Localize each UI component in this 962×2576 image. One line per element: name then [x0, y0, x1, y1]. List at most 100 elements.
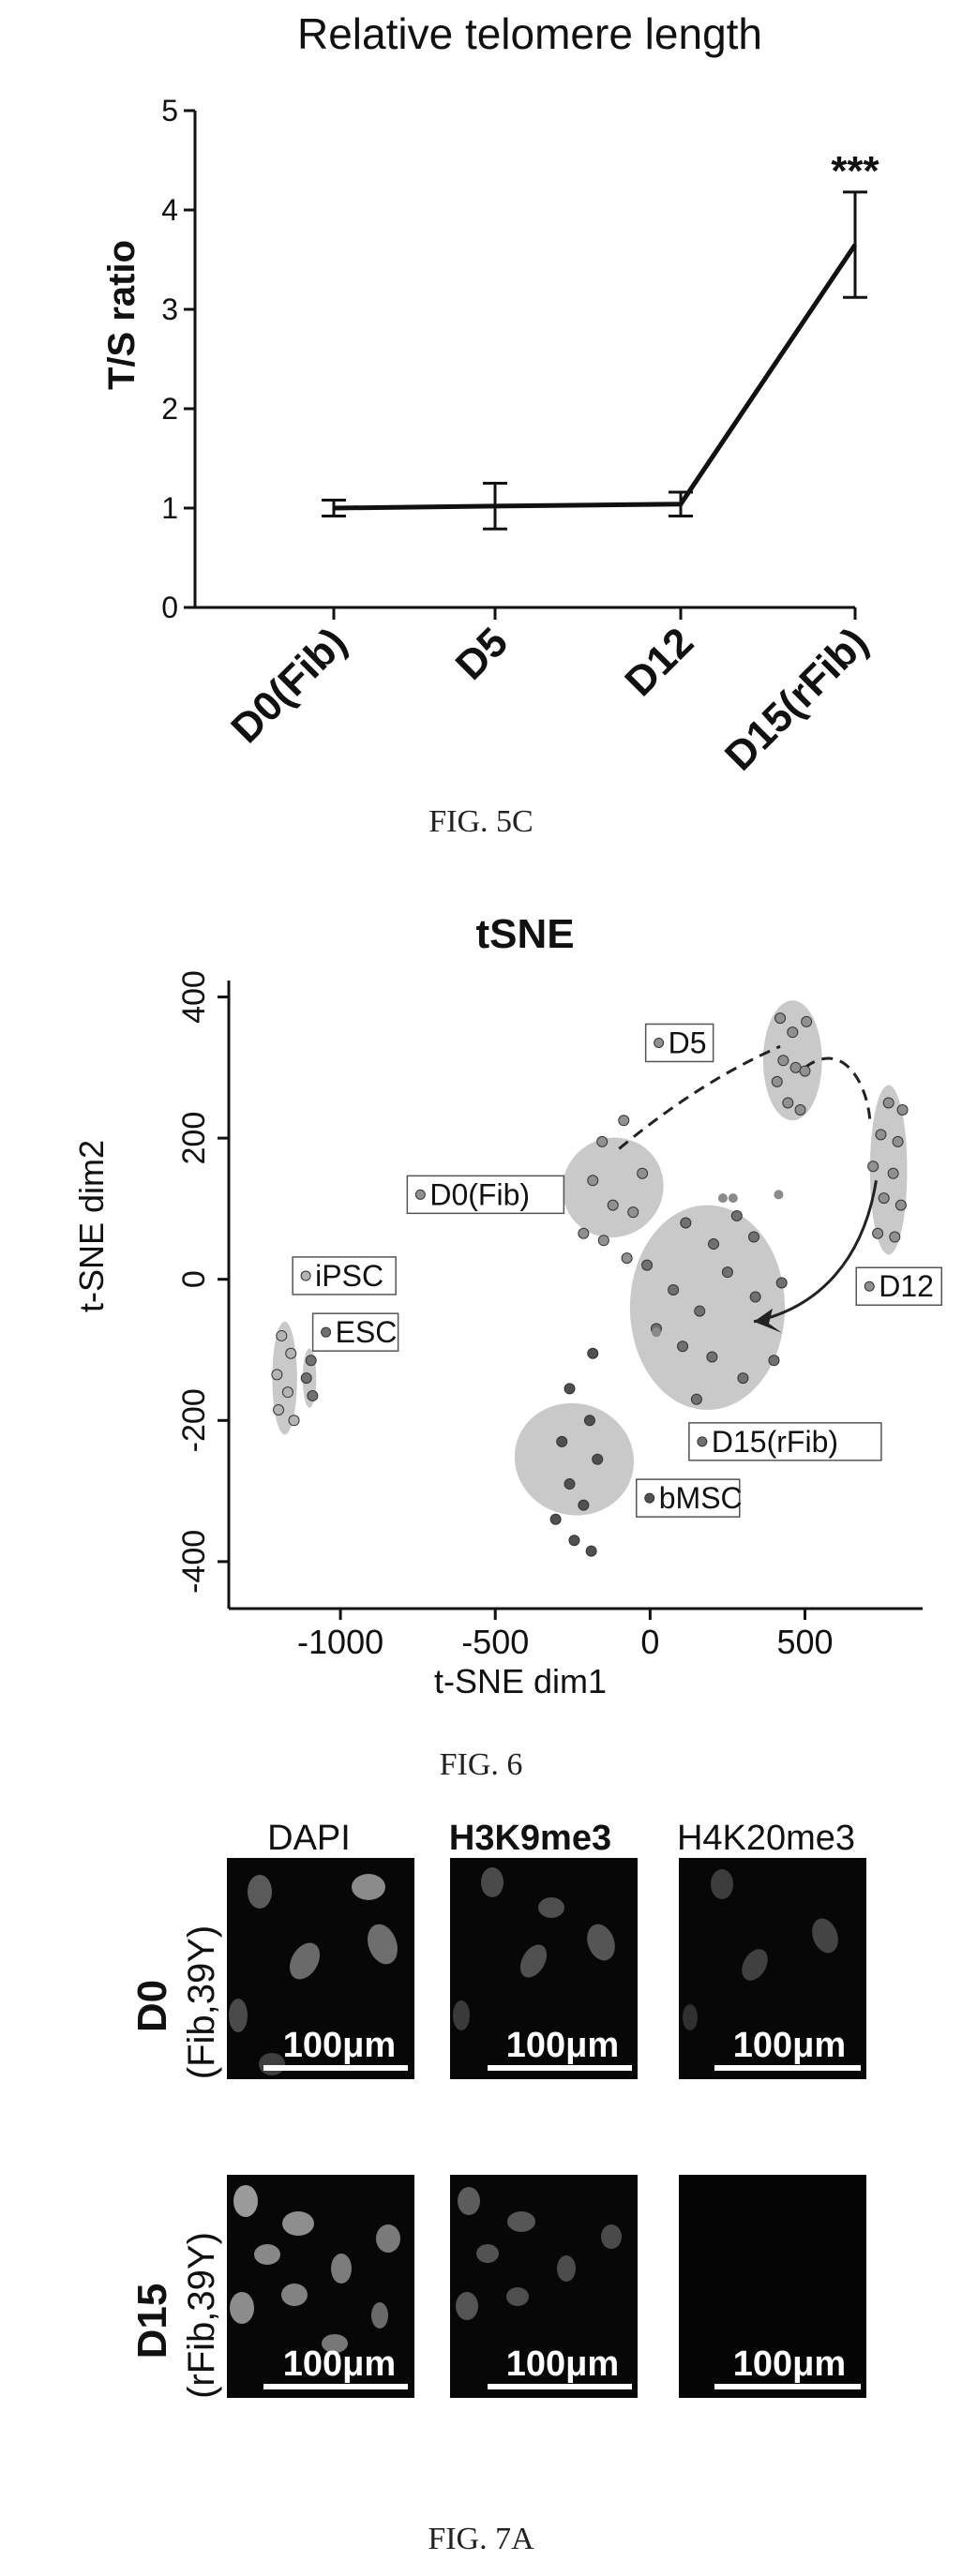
cluster-label-dot [644, 1492, 655, 1504]
chart-axes: 0 1 2 3 4 5 D0(Fib) D5 D12 D15(rFib) [161, 94, 877, 780]
chart-title: Relative telomere length [297, 9, 762, 58]
cluster-ellipse [514, 1402, 635, 1516]
data-point [896, 1104, 909, 1116]
scale-bar-label: 100μm [283, 2344, 396, 2384]
data-point [872, 1227, 884, 1239]
column-header-h3k9me3: H3K9me3 [448, 1819, 612, 1858]
scale-bar-label: 100μm [733, 2026, 846, 2065]
data-point [597, 1235, 609, 1247]
data-point [887, 1167, 899, 1179]
significance-label: *** [831, 148, 879, 194]
y-tick-label: -200 [176, 1388, 212, 1452]
y-axis-label: T/S ratio [101, 240, 143, 390]
y-tick-label: 4 [161, 193, 178, 227]
data-point [721, 1266, 733, 1279]
data-point [892, 1135, 904, 1147]
data-point [782, 1097, 794, 1109]
data-point [889, 1231, 901, 1243]
x-tick-label: D15(rFib) [716, 619, 877, 779]
arrow-head [754, 1308, 782, 1333]
data-point [637, 1167, 649, 1179]
data-point [307, 1389, 319, 1401]
data-point [875, 1129, 887, 1141]
x-tick-label: 500 [776, 1623, 833, 1661]
data-point [787, 1026, 799, 1039]
data-point [627, 1206, 639, 1219]
chart-axes: -1000 -500 0 500 400 200 0 -200 -400 [176, 970, 923, 1661]
cluster-label: D15(rFib) [712, 1425, 838, 1459]
micrograph-d15-dapi: 100μm [227, 2175, 414, 2398]
data-point [737, 1372, 749, 1385]
data-point [273, 1404, 285, 1415]
y-tick-label: -400 [176, 1530, 212, 1594]
cluster-ellipse [869, 1085, 908, 1255]
trajectory-dashed [618, 1044, 781, 1150]
data-point [596, 1135, 609, 1147]
scale-bar-label: 100μm [506, 2026, 619, 2065]
data-point [618, 1115, 630, 1127]
data-point [285, 1347, 297, 1359]
cluster-label-box [406, 1175, 565, 1215]
data-point [771, 1075, 783, 1087]
data-point [708, 1238, 720, 1251]
data-point [668, 1284, 680, 1295]
data-point [878, 1192, 890, 1205]
column-header-h4k20me3: H4K20me3 [676, 1819, 856, 1858]
data-point [680, 1217, 692, 1229]
data-point [641, 1259, 654, 1271]
data-point [578, 1499, 590, 1511]
data-point [585, 1545, 597, 1557]
x-tick-label: 0 [640, 1623, 659, 1661]
chart-clusters: D5 D0(Fib) D12 D15(rFib) bMSC iPSC ESC [271, 1000, 942, 1557]
cluster-label-dot [300, 1270, 311, 1281]
figure-caption: FIG. 5C [428, 804, 534, 839]
data-point [801, 1015, 813, 1027]
scale-bar-label: 100μm [733, 2344, 846, 2384]
data-point [583, 1415, 595, 1427]
micrograph-grid: D0 (Fib,39Y) D15 (rFib,39Y) 100μm [129, 1858, 866, 2399]
data-point [794, 1104, 806, 1116]
data-point [774, 1012, 787, 1025]
cluster-label: bMSC [659, 1481, 743, 1515]
data-point [564, 1478, 576, 1490]
cluster-ellipse [629, 1205, 786, 1410]
x-tick-label: -500 [461, 1623, 529, 1661]
cluster-label-dot [414, 1189, 426, 1200]
row-label-d0: D0 [129, 1980, 175, 2032]
data-point [288, 1415, 300, 1427]
y-tick-label: 5 [161, 94, 178, 127]
row-label-d15-detail: (rFib,39Y) [181, 2232, 222, 2399]
data-point [300, 1372, 312, 1385]
cluster-label: D5 [669, 1026, 707, 1059]
x-tick-label: D0(Fib) [222, 619, 355, 752]
figure-caption: FIG. 6 [439, 1747, 523, 1782]
data-point [748, 1231, 759, 1243]
micrograph-d0-h3k9me3: 100μm [450, 1858, 638, 2079]
telomere-line-chart: Relative telomere length T/S ratio 0 1 2 3 4… [101, 9, 880, 780]
x-tick-label: D5 [447, 619, 517, 688]
data-point [549, 1513, 562, 1525]
tsne-scatter-plot: tSNE t-SNE dim1 t-SNE dim2 -1000 -500 0 500… [72, 911, 942, 1700]
cluster-label-dot [697, 1436, 708, 1447]
data-point [305, 1355, 317, 1367]
data-point [775, 1277, 788, 1289]
data-point [556, 1435, 568, 1447]
data-point [694, 1305, 706, 1317]
cluster-label: iPSC [315, 1259, 383, 1293]
data-point [730, 1209, 743, 1221]
cluster-label-dot [321, 1326, 332, 1338]
y-tick-label: 0 [161, 591, 178, 624]
scale-bar-label: 100μm [283, 2026, 396, 2065]
y-tick-label: 400 [176, 970, 212, 1024]
y-tick-label: 1 [161, 491, 178, 525]
x-axis-label: t-SNE dim1 [434, 1662, 607, 1700]
data-point [768, 1355, 780, 1367]
y-tick-label: 200 [176, 1112, 212, 1165]
row-label-d0-detail: (Fib,39Y) [181, 1925, 222, 2080]
series-line [333, 243, 858, 511]
cluster-label-box [688, 1422, 882, 1461]
data-point [690, 1393, 702, 1405]
data-point [651, 1327, 661, 1338]
column-header-dapi: DAPI [267, 1819, 351, 1858]
